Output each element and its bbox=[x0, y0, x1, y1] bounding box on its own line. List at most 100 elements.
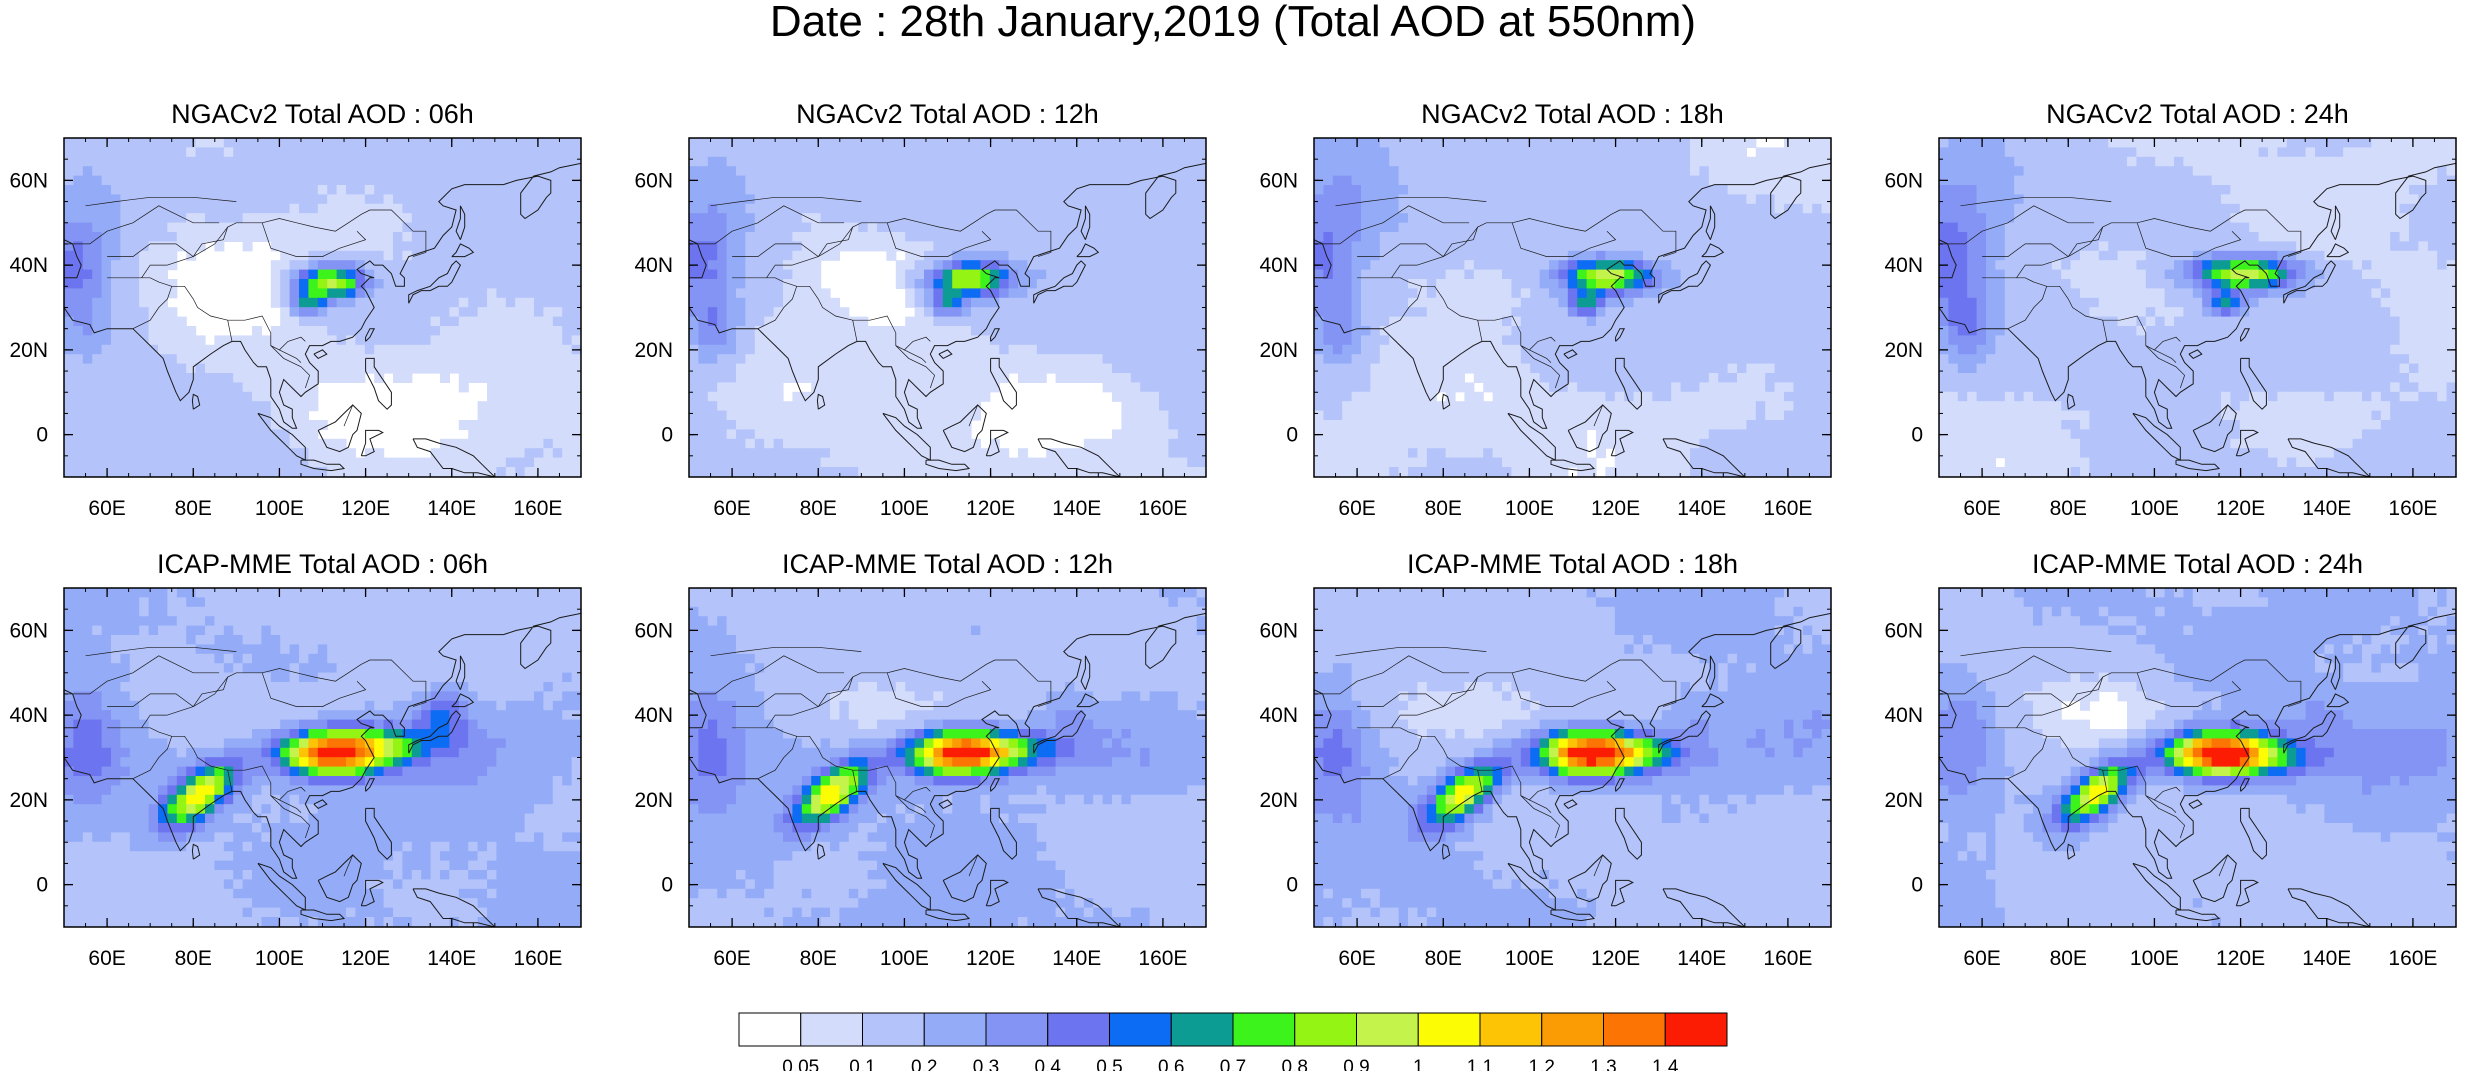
x-tick-label: 100E bbox=[880, 497, 929, 520]
colorbar-swatch bbox=[1109, 1012, 1172, 1047]
x-tick-label: 80E bbox=[1425, 947, 1462, 970]
x-tick-label: 140E bbox=[1052, 947, 1101, 970]
x-tick-label: 60E bbox=[1963, 947, 2000, 970]
colorbar-swatch bbox=[1232, 1012, 1296, 1047]
x-tick-label: 140E bbox=[427, 947, 476, 970]
colorbar-swatch bbox=[1170, 1012, 1234, 1047]
colorbar-swatch bbox=[1294, 1012, 1357, 1047]
y-tick-label: 40N bbox=[634, 254, 673, 277]
aod-field bbox=[1314, 138, 1831, 477]
panel-title: NGACv2 Total AOD : 18h bbox=[1421, 99, 1724, 129]
y-tick-label: 20N bbox=[1884, 789, 1923, 812]
map-panel-3: NGACv2 Total AOD : 18h 60E 80E 100E 120E 140E… bbox=[1259, 99, 1832, 520]
y-tick-label: 60N bbox=[1884, 619, 1923, 642]
x-tick-label: 80E bbox=[175, 947, 212, 970]
x-tick-label: 160E bbox=[1763, 947, 1812, 970]
figure-title: Date : 28th January,2019 (Total AOD at 5… bbox=[769, 0, 1697, 46]
x-tick-label: 120E bbox=[2216, 947, 2265, 970]
x-tick-label: 100E bbox=[2130, 497, 2179, 520]
y-tick-label: 0 bbox=[661, 874, 673, 897]
aod-field bbox=[64, 588, 581, 927]
x-tick-label: 140E bbox=[2302, 947, 2351, 970]
y-tick-label: 20N bbox=[634, 789, 673, 812]
map-panel-2: NGACv2 Total AOD : 12h 60E 80E 100E 120E 140E… bbox=[634, 99, 1207, 520]
panel-title: NGACv2 Total AOD : 06h bbox=[171, 99, 474, 129]
x-tick-label: 120E bbox=[341, 497, 390, 520]
panel-title: ICAP-MME Total AOD : 24h bbox=[2032, 549, 2363, 579]
x-tick-label: 60E bbox=[1338, 947, 1375, 970]
colorbar-label: 0.5 bbox=[1096, 1057, 1122, 1071]
coastlines bbox=[64, 612, 581, 927]
y-tick-label: 0 bbox=[36, 874, 48, 897]
x-tick-label: 120E bbox=[341, 947, 390, 970]
x-tick-label: 100E bbox=[2130, 947, 2179, 970]
x-tick-label: 160E bbox=[1138, 947, 1187, 970]
y-tick-label: 20N bbox=[1259, 339, 1298, 362]
coastlines bbox=[689, 612, 1206, 927]
panel-title: ICAP-MME Total AOD : 06h bbox=[157, 549, 488, 579]
y-tick-label: 40N bbox=[1259, 704, 1298, 727]
map-panel-1: NGACv2 Total AOD : 06h 60E 80E 100E 120E 140E… bbox=[9, 99, 582, 520]
x-tick-label: 60E bbox=[713, 947, 750, 970]
x-tick-label: 140E bbox=[2302, 497, 2351, 520]
colorbar-label: 0.4 bbox=[1035, 1057, 1062, 1071]
colorbar-label: 1.2 bbox=[1529, 1057, 1555, 1071]
coastlines bbox=[1939, 162, 2456, 477]
colorbar-swatch bbox=[1047, 1012, 1110, 1047]
aod-field bbox=[689, 138, 1206, 477]
x-tick-label: 100E bbox=[255, 497, 304, 520]
x-tick-label: 80E bbox=[175, 497, 212, 520]
colorbar-label: 1.1 bbox=[1467, 1057, 1493, 1071]
panel-title: ICAP-MME Total AOD : 12h bbox=[782, 549, 1113, 579]
y-tick-label: 20N bbox=[9, 339, 48, 362]
y-tick-label: 0 bbox=[1911, 874, 1923, 897]
y-tick-label: 60N bbox=[634, 619, 673, 642]
colorbar-label: 0.3 bbox=[973, 1057, 999, 1071]
x-tick-label: 140E bbox=[1677, 947, 1726, 970]
x-tick-label: 60E bbox=[713, 497, 750, 520]
colorbar-swatch bbox=[923, 1012, 987, 1047]
x-tick-label: 80E bbox=[800, 497, 837, 520]
colorbar-swatch bbox=[985, 1012, 1049, 1047]
colorbar-label: 0.9 bbox=[1343, 1057, 1369, 1071]
x-tick-label: 80E bbox=[2050, 947, 2087, 970]
x-tick-label: 140E bbox=[427, 497, 476, 520]
x-tick-label: 100E bbox=[880, 947, 929, 970]
map-panel-7: ICAP-MME Total AOD : 18h 60E 80E 100E 120E 14… bbox=[1259, 549, 1832, 970]
x-tick-label: 160E bbox=[2388, 497, 2437, 520]
colorbar-swatch bbox=[1356, 1012, 1419, 1047]
map-panel-8: ICAP-MME Total AOD : 24h 60E 80E 100E 120E 14… bbox=[1884, 549, 2457, 970]
y-tick-label: 20N bbox=[1884, 339, 1923, 362]
x-tick-label: 120E bbox=[966, 947, 1015, 970]
aod-field bbox=[64, 138, 581, 477]
coastlines bbox=[64, 162, 581, 477]
map-panel-4: NGACv2 Total AOD : 24h 60E 80E 100E 120E 140E… bbox=[1884, 99, 2457, 520]
x-tick-label: 60E bbox=[1338, 497, 1375, 520]
colorbar-label: 1.4 bbox=[1652, 1057, 1679, 1071]
map-panel-6: ICAP-MME Total AOD : 12h 60E 80E 100E 120E 14… bbox=[634, 549, 1207, 970]
colorbar-swatch bbox=[800, 1012, 863, 1047]
x-tick-label: 160E bbox=[1763, 497, 1812, 520]
coastlines bbox=[1314, 612, 1831, 927]
colorbar-swatch bbox=[738, 1012, 802, 1047]
x-tick-label: 120E bbox=[1591, 947, 1640, 970]
coastlines bbox=[1939, 612, 2456, 927]
colorbar-label: 0.8 bbox=[1282, 1057, 1308, 1071]
x-tick-label: 60E bbox=[88, 947, 125, 970]
colorbar-swatch bbox=[1479, 1012, 1543, 1047]
x-tick-label: 60E bbox=[1963, 497, 2000, 520]
colorbar-swatch bbox=[1417, 1012, 1481, 1047]
y-tick-label: 20N bbox=[634, 339, 673, 362]
colorbar-label: 0.2 bbox=[911, 1057, 937, 1071]
x-tick-label: 160E bbox=[513, 947, 562, 970]
colorbar-swatch bbox=[1541, 1012, 1604, 1047]
y-tick-label: 60N bbox=[1884, 169, 1923, 192]
y-tick-label: 40N bbox=[9, 704, 48, 727]
x-tick-label: 100E bbox=[255, 947, 304, 970]
y-tick-label: 40N bbox=[1259, 254, 1298, 277]
colorbar-label: 1.3 bbox=[1590, 1057, 1616, 1071]
x-tick-label: 160E bbox=[2388, 947, 2437, 970]
aod-field bbox=[1314, 588, 1831, 927]
